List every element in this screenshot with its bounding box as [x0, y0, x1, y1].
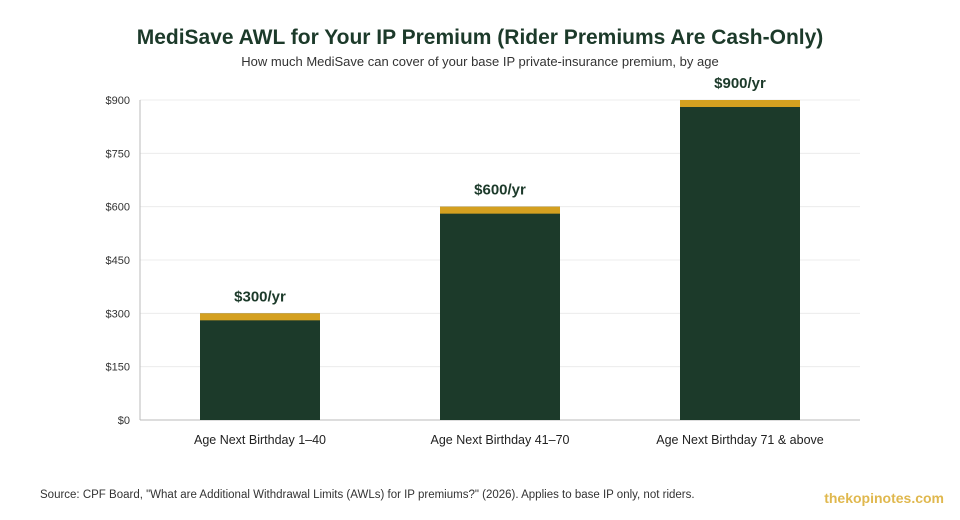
y-tick-label: $450	[106, 255, 130, 267]
x-tick-label: Age Next Birthday 41–70	[431, 433, 570, 447]
data-label: $300/yr	[234, 288, 286, 305]
y-tick-label: $750	[106, 148, 130, 160]
data-label: $600/yr	[474, 182, 526, 199]
bar-cap	[200, 313, 320, 321]
bar	[200, 313, 320, 420]
bar	[440, 206, 560, 420]
x-tick-label: Age Next Birthday 1–40	[194, 433, 326, 447]
y-tick-label: $900	[106, 95, 130, 107]
y-tick-label: $0	[118, 415, 130, 427]
source-note: Source: CPF Board, "What are Additional …	[40, 489, 695, 501]
data-label: $900/yr	[714, 75, 766, 92]
x-tick-label: Age Next Birthday 71 & above	[656, 433, 824, 447]
chart-subtitle: How much MediSave can cover of your base…	[241, 54, 719, 69]
y-tick-label: $600	[106, 202, 130, 214]
chart-title: MediSave AWL for Your IP Premium (Rider …	[136, 26, 824, 49]
brand-watermark: thekopinotes.com	[824, 490, 944, 506]
y-tick-label: $150	[106, 362, 130, 374]
bar-cap	[440, 206, 560, 214]
y-tick-label: $300	[106, 308, 130, 320]
bar-cap	[680, 100, 800, 107]
bar	[680, 100, 800, 420]
